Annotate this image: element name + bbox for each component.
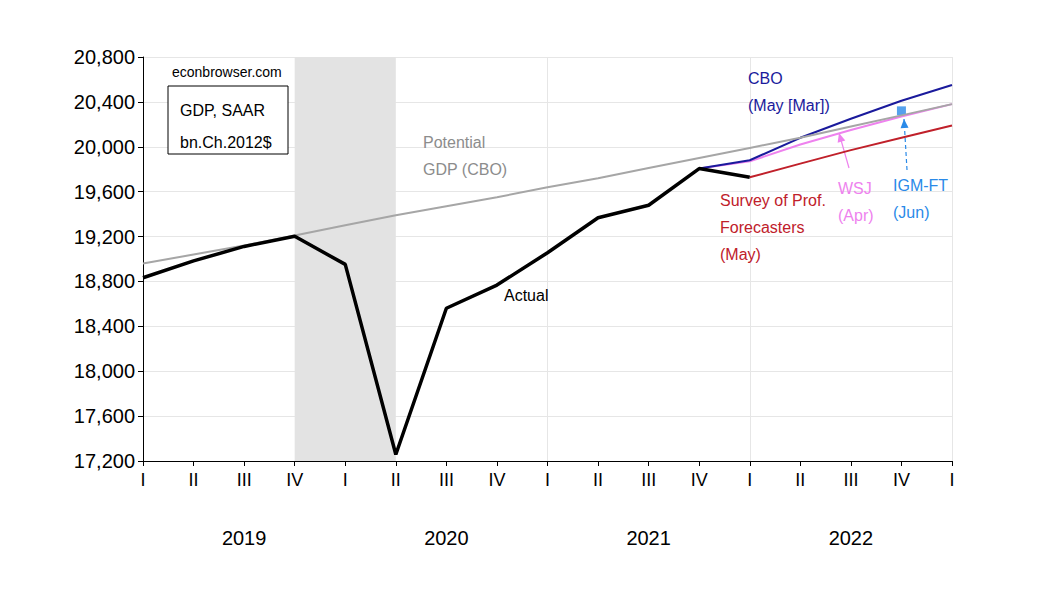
svg-text:IV: IV	[286, 470, 303, 490]
svg-text:II: II	[391, 470, 401, 490]
svg-text:bn.Ch.2012$: bn.Ch.2012$	[180, 134, 272, 151]
svg-text:III: III	[843, 470, 858, 490]
svg-text:IV: IV	[691, 470, 708, 490]
svg-text:I: I	[545, 470, 550, 490]
svg-text:I: I	[747, 470, 752, 490]
svg-text:CBO: CBO	[748, 70, 783, 87]
svg-text:17,600: 17,600	[74, 405, 135, 427]
svg-text:II: II	[593, 470, 603, 490]
svg-text:2019: 2019	[222, 527, 267, 549]
svg-text:Survey of Prof.: Survey of Prof.	[720, 192, 826, 209]
svg-text:20,400: 20,400	[74, 91, 135, 113]
svg-text:(Apr): (Apr)	[838, 207, 874, 224]
svg-text:III: III	[641, 470, 656, 490]
svg-text:18,000: 18,000	[74, 360, 135, 382]
svg-text:(Jun): (Jun)	[893, 204, 929, 221]
svg-text:I: I	[949, 470, 954, 490]
svg-text:III: III	[439, 470, 454, 490]
svg-text:econbrowser.com: econbrowser.com	[172, 64, 282, 80]
svg-text:2020: 2020	[424, 527, 469, 549]
svg-text:2021: 2021	[626, 527, 671, 549]
svg-text:IGM-FT: IGM-FT	[893, 177, 948, 194]
svg-text:GDP (CBO): GDP (CBO)	[423, 161, 507, 178]
svg-text:Potential: Potential	[423, 134, 485, 151]
svg-text:Forecasters: Forecasters	[720, 219, 804, 236]
svg-text:IV: IV	[893, 470, 910, 490]
svg-text:19,200: 19,200	[74, 226, 135, 248]
svg-text:2022: 2022	[829, 527, 874, 549]
svg-text:(May): (May)	[720, 246, 761, 263]
svg-text:Actual: Actual	[504, 287, 548, 304]
svg-text:18,400: 18,400	[74, 315, 135, 337]
svg-text:GDP, SAAR: GDP, SAAR	[180, 102, 265, 119]
svg-text:I: I	[343, 470, 348, 490]
svg-text:20,800: 20,800	[74, 46, 135, 68]
svg-text:IV: IV	[488, 470, 505, 490]
svg-text:(May [Mar]): (May [Mar])	[748, 97, 830, 114]
svg-text:20,000: 20,000	[74, 136, 135, 158]
svg-text:17,200: 17,200	[74, 450, 135, 472]
svg-text:II: II	[189, 470, 199, 490]
svg-text:II: II	[795, 470, 805, 490]
svg-text:19,600: 19,600	[74, 181, 135, 203]
svg-text:III: III	[237, 470, 252, 490]
svg-text:WSJ: WSJ	[838, 180, 872, 197]
svg-text:18,800: 18,800	[74, 270, 135, 292]
svg-text:I: I	[140, 470, 145, 490]
